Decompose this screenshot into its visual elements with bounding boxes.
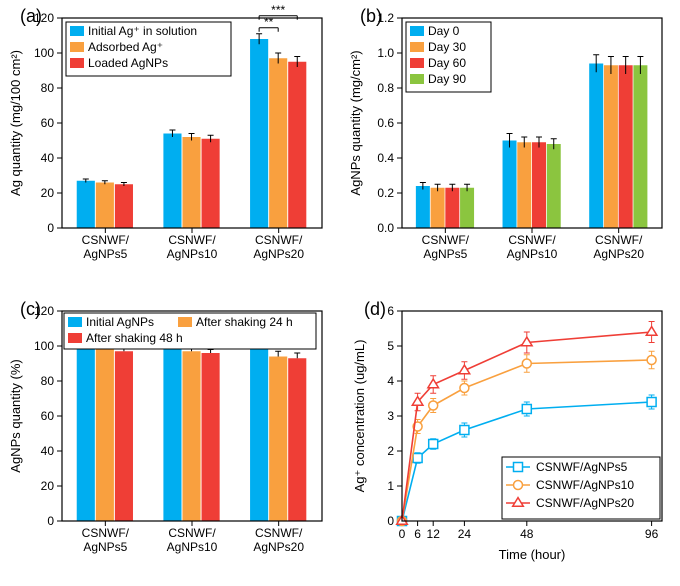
svg-text:CSNWF/AgNPs5: CSNWF/AgNPs5: [536, 460, 628, 474]
svg-text:CSNWF/: CSNWF/: [255, 526, 303, 540]
svg-text:100: 100: [34, 339, 54, 353]
svg-text:AgNPs5: AgNPs5: [83, 540, 127, 554]
svg-text:AgNPs10: AgNPs10: [167, 540, 218, 554]
svg-text:Day 30: Day 30: [428, 40, 466, 54]
svg-text:AgNPs10: AgNPs10: [507, 247, 558, 261]
svg-text:48: 48: [520, 527, 534, 541]
svg-text:AgNPs10: AgNPs10: [167, 247, 218, 261]
svg-text:2: 2: [387, 444, 394, 458]
svg-text:Initial Ag⁺ in solution: Initial Ag⁺ in solution: [88, 24, 197, 38]
svg-text:Time (hour): Time (hour): [499, 547, 566, 562]
panel-c: 020406080100120CSNWF/AgNPs5CSNWF/AgNPs10…: [0, 293, 340, 586]
svg-text:Adsorbed Ag⁺: Adsorbed Ag⁺: [88, 40, 163, 54]
svg-text:80: 80: [41, 374, 55, 388]
svg-text:0.2: 0.2: [377, 186, 394, 200]
svg-text:40: 40: [41, 444, 55, 458]
svg-text:0.6: 0.6: [377, 116, 394, 130]
svg-text:AgNPs quantity (mg/cm²): AgNPs quantity (mg/cm²): [348, 50, 363, 195]
svg-text:**: **: [264, 15, 274, 29]
svg-text:20: 20: [41, 479, 55, 493]
svg-text:Loaded AgNPs: Loaded AgNPs: [88, 56, 168, 70]
svg-text:0: 0: [47, 221, 54, 235]
svg-text:6: 6: [414, 527, 421, 541]
panel-a: 020406080100120CSNWF/AgNPs5CSNWF/AgNPs10…: [0, 0, 340, 293]
svg-text:CSNWF/AgNPs10: CSNWF/AgNPs10: [536, 478, 634, 492]
svg-text:Day 0: Day 0: [428, 24, 460, 38]
svg-text:Day 60: Day 60: [428, 56, 466, 70]
svg-text:40: 40: [41, 151, 55, 165]
svg-text:100: 100: [34, 46, 54, 60]
svg-text:Initial AgNPs: Initial AgNPs: [86, 315, 154, 329]
svg-text:96: 96: [645, 527, 659, 541]
svg-text:CSNWF/: CSNWF/: [82, 526, 130, 540]
svg-text:4: 4: [387, 374, 394, 388]
svg-text:Ag quantity (mg/100 cm²): Ag quantity (mg/100 cm²): [8, 50, 23, 196]
svg-text:24: 24: [458, 527, 472, 541]
svg-text:3: 3: [387, 409, 394, 423]
svg-text:5: 5: [387, 339, 394, 353]
svg-text:(b): (b): [360, 6, 382, 26]
svg-text:20: 20: [41, 186, 55, 200]
svg-text:After shaking 48 h: After shaking 48 h: [86, 331, 183, 345]
svg-text:CSNWF/: CSNWF/: [595, 233, 643, 247]
panel-b: 0.00.20.40.60.81.01.2CSNWF/AgNPs5CSNWF/A…: [340, 0, 680, 293]
svg-text:AgNPs20: AgNPs20: [253, 540, 304, 554]
svg-text:AgNPs quantity (%): AgNPs quantity (%): [8, 359, 23, 472]
svg-text:0: 0: [399, 527, 406, 541]
svg-text:CSNWF/: CSNWF/: [508, 233, 556, 247]
svg-text:CSNWF/: CSNWF/: [422, 233, 470, 247]
svg-text:1.0: 1.0: [377, 46, 394, 60]
svg-text:AgNPs20: AgNPs20: [253, 247, 304, 261]
svg-text:0.4: 0.4: [377, 151, 394, 165]
svg-text:Day 90: Day 90: [428, 72, 466, 86]
svg-text:AgNPs5: AgNPs5: [83, 247, 127, 261]
svg-text:Ag⁺ concentration (ug/mL): Ag⁺ concentration (ug/mL): [352, 340, 367, 493]
svg-text:6: 6: [387, 304, 394, 318]
svg-text:0: 0: [387, 514, 394, 528]
svg-text:12: 12: [427, 527, 441, 541]
svg-text:AgNPs5: AgNPs5: [423, 247, 467, 261]
svg-text:0.0: 0.0: [377, 221, 394, 235]
svg-text:***: ***: [271, 3, 285, 17]
svg-text:CSNWF/AgNPs20: CSNWF/AgNPs20: [536, 496, 634, 510]
svg-text:0: 0: [47, 514, 54, 528]
svg-text:1: 1: [387, 479, 394, 493]
svg-text:(c): (c): [20, 299, 41, 319]
svg-text:(a): (a): [20, 6, 42, 26]
svg-text:80: 80: [41, 81, 55, 95]
svg-text:CSNWF/: CSNWF/: [168, 526, 216, 540]
svg-text:CSNWF/: CSNWF/: [255, 233, 303, 247]
panel-d: 01234560612244896Ag⁺ concentration (ug/m…: [340, 293, 680, 586]
svg-text:60: 60: [41, 116, 55, 130]
svg-text:60: 60: [41, 409, 55, 423]
svg-text:CSNWF/: CSNWF/: [168, 233, 216, 247]
svg-text:CSNWF/: CSNWF/: [82, 233, 130, 247]
svg-text:0.8: 0.8: [377, 81, 394, 95]
svg-text:(d): (d): [364, 299, 386, 319]
svg-text:AgNPs20: AgNPs20: [593, 247, 644, 261]
svg-text:After shaking 24 h: After shaking 24 h: [196, 315, 293, 329]
